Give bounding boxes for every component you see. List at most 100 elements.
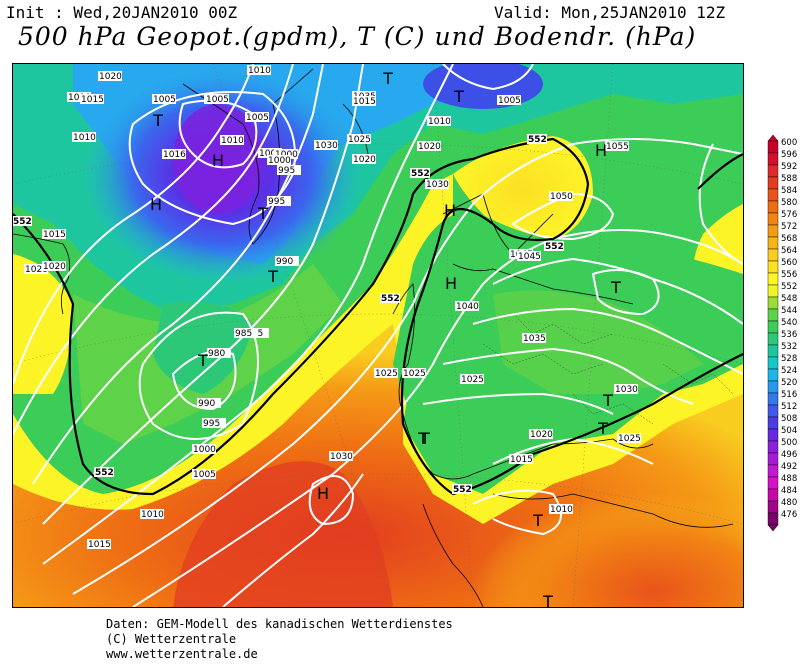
isobar-label-bg: [460, 374, 484, 384]
isobar-label-bg: [42, 261, 66, 271]
isobar-label-bg: [202, 418, 226, 428]
legend-value: 512: [781, 402, 797, 412]
high-pressure-marker: H: [212, 151, 224, 170]
isobar-label: 1050: [550, 192, 573, 202]
isobar-label-bg: [245, 112, 269, 122]
legend-value: 588: [781, 174, 797, 184]
legend-swatch: [767, 308, 779, 322]
isobar-label: 980: [208, 349, 225, 359]
isobar-label: 1030: [330, 452, 353, 462]
isobar-label-bg: [614, 384, 638, 394]
legend-bottom-arrow: [767, 524, 779, 532]
isobar-label: 995: [203, 419, 220, 429]
legend-value: 508: [781, 414, 797, 424]
legend-value: 536: [781, 330, 797, 340]
geopot-label-bg: [13, 216, 32, 226]
isobar-label-bg: [274, 149, 298, 159]
isobar-label: 995: [268, 197, 285, 207]
isobar-label-bg: [267, 155, 291, 165]
legend-value: 600: [781, 138, 797, 148]
high-pressure-marker: H: [444, 201, 456, 220]
europe-trough-cool: [493, 290, 703, 394]
legend-swatch: [767, 200, 779, 214]
geopot-label: 552: [453, 485, 472, 495]
scandinavian-ridge: [453, 136, 593, 244]
isobar-label: 1005: [153, 95, 176, 105]
isobar-label: 1015: [43, 230, 66, 240]
polar-low-inner: [173, 104, 263, 214]
isobar-label: 1015: [81, 95, 104, 105]
legend-value: 548: [781, 294, 797, 304]
isobar-label-bg: [258, 148, 282, 158]
high-pressure-marker: H: [150, 195, 162, 214]
isobar-label-layer: 1020101010051005101510101010101610101005…: [24, 65, 641, 550]
geopot-label: 552: [95, 468, 114, 478]
isobar-label: 1005: [498, 96, 521, 106]
isobar-label: 1010: [221, 136, 244, 146]
isobar-label: 1010: [550, 505, 573, 515]
isobar-label-bg: [67, 92, 91, 102]
legend-value: 480: [781, 498, 797, 508]
isobar-label-bg: [197, 398, 221, 408]
legend-value: 504: [781, 426, 797, 436]
low-pressure-marker: T: [453, 87, 464, 106]
legend-swatch: [767, 332, 779, 346]
low-pressure-marker: T: [542, 592, 553, 607]
footer-website[interactable]: www.wetterzentrale.de: [106, 647, 258, 661]
isobar-label-bg: [234, 328, 258, 338]
isobar-label-bg: [275, 256, 299, 266]
isobar-label: 1015: [353, 97, 376, 107]
legend-value: 544: [781, 306, 797, 316]
isobar-label-bg: [549, 191, 573, 201]
high-pressure-marker: H: [445, 274, 457, 293]
isobar-label: 1020: [99, 72, 122, 82]
legend-swatch: [767, 320, 779, 334]
isobar-label-bg: [247, 65, 271, 75]
map-title: 500 hPa Geopot.(gpdm), T (C) und Bodendr…: [18, 22, 697, 51]
isobar-label: 1005: [193, 470, 216, 480]
legend-value: 556: [781, 270, 797, 280]
legend-swatch: [767, 224, 779, 238]
low-pressure-marker: T: [257, 204, 268, 223]
isobar-label: 985: [235, 329, 252, 339]
geopot-label-bg: [544, 241, 564, 251]
isobar-label-bg: [455, 301, 479, 311]
isobar-label: 1010: [141, 510, 164, 520]
legend-swatch: [767, 296, 779, 310]
legend-value: 564: [781, 246, 797, 256]
isobar-label: 1000: [268, 156, 291, 166]
isobar-label-bg: [24, 264, 48, 274]
isobar-label-bg: [220, 135, 244, 145]
legend-value: 580: [781, 198, 797, 208]
geopot-label: 552: [528, 135, 547, 145]
isobar-label-bg: [517, 251, 541, 261]
isobar-label: 1000: [193, 445, 216, 455]
legend-swatch: [767, 464, 779, 478]
isobar-label-bg: [605, 141, 629, 151]
legend-swatch: [767, 284, 779, 298]
isobar-label-bg: [425, 179, 449, 189]
legend-swatch: [767, 380, 779, 394]
isobar-label: 1030: [315, 141, 338, 151]
low-pressure-marker: T: [197, 351, 208, 370]
legend-value: 584: [781, 186, 797, 196]
legend-value: 476: [781, 510, 797, 520]
legend-value: 572: [781, 222, 797, 232]
isobar-label: 990: [198, 399, 215, 409]
isobar-label: 1020: [43, 262, 66, 272]
isobar-label-bg: [87, 539, 111, 549]
isobar-label-bg: [549, 504, 573, 514]
low-pressure-marker: T: [610, 278, 621, 297]
geopot-label-bg: [410, 168, 430, 178]
geopot-label-bg: [380, 293, 400, 303]
isobar-label: 1030: [426, 180, 449, 190]
geopot-552-contour-east: [697, 153, 743, 190]
legend-swatch: [767, 476, 779, 490]
isobar-label-bg: [205, 94, 229, 104]
isobar-label-bg: [427, 116, 451, 126]
legend-swatch: [767, 164, 779, 178]
isobar-label-bg: [352, 96, 376, 106]
legend-value: 528: [781, 354, 797, 364]
isobar-label-bg: [98, 71, 122, 81]
subtropical-core: [173, 461, 393, 607]
